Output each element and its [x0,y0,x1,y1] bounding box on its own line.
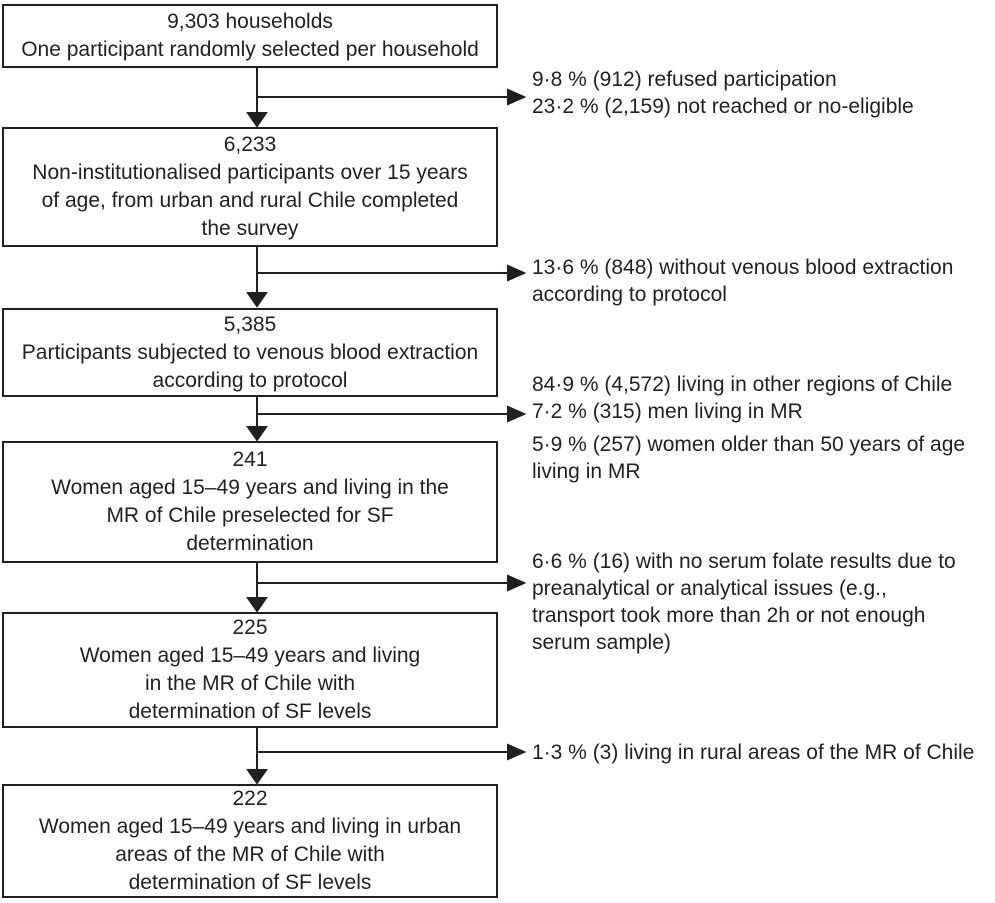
exclusion-note-no-blood-extraction: 13·6 % (848) without venous blood extrac… [532,254,994,308]
junction-1 [246,68,527,128]
down-arrowhead-icon [246,112,268,128]
note-line: serum sample) [532,631,671,654]
box-text-line: the survey [201,217,299,240]
exclusion-note-region-sex-age: 84·9 % (4,572) living in other regions o… [532,371,994,485]
note-line: 6·6 % (16) with no serum folate results … [532,550,956,573]
down-arrowhead-icon [246,426,268,442]
box-text-line: Non-institutionalised participants over … [32,161,468,184]
note-line: 13·6 % (848) without venous blood extrac… [532,256,954,279]
box-count: 241 [232,448,268,471]
down-arrowhead-icon [246,292,268,308]
down-arrowhead-icon [246,769,268,785]
note-line: 23·2 % (2,159) not reached or no-eligibl… [532,95,914,118]
flow-box-preselected-sf: 241 Women aged 15–49 years and living in… [2,441,498,563]
box-text-line: determination [186,532,314,555]
note-line: 5·9 % (257) women older than 50 years of… [532,433,966,456]
box-text-line: Participants subjected to venous blood e… [21,340,479,364]
box-text-line: One participant randomly selected per ho… [21,38,479,61]
box-count: 5,385 [223,312,277,336]
flow-box-urban-sf-determined: 222 Women aged 15–49 years and living in… [2,784,498,898]
box-count: 222 [232,787,268,810]
note-line: 9·8 % (912) refused participation [532,68,837,91]
flow-box-sf-determined: 225 Women aged 15–49 years and living in… [2,612,498,728]
box-text-line: Women aged 15–49 years and living in urb… [38,815,462,838]
box-count: 9,303 households [167,10,333,33]
junction-2 [246,247,527,308]
right-arrowhead-icon [507,405,527,423]
exclusion-note-rural: 1·3 % (3) living in rural areas of the M… [532,739,994,766]
down-arrowhead-icon [246,597,268,613]
exclusion-note-no-folate-results: 6·6 % (16) with no serum folate results … [532,548,994,656]
right-arrowhead-icon [507,574,527,592]
box-text-line: determination of SF levels [128,700,372,723]
junction-5 [246,728,527,785]
note-line: 7·2 % (315) men living in MR [532,400,803,423]
junction-4 [246,563,527,613]
right-arrowhead-icon [507,88,527,106]
box-text-line: MR of Chile preselected for SF [106,504,394,527]
note-line: transport took more than 2h or not enoug… [532,604,926,627]
note-line: 1·3 % (3) living in rural areas of the M… [532,741,975,764]
exclusion-note-refused: 9·8 % (912) refused participation 23·2 %… [532,66,994,120]
box-text-line: Women aged 15–49 years and living in the [51,476,449,499]
box-text-line: according to protocol [152,368,348,392]
right-arrowhead-icon [507,264,527,282]
flow-box-survey-completed: 6,233 Non-institutionalised participants… [2,127,498,247]
box-text-line: Women aged 15–49 years and living [79,644,421,667]
flow-box-blood-extraction: 5,385 Participants subjected to venous b… [2,308,498,397]
box-count: 6,233 [223,133,277,156]
flow-box-households: 9,303 households One participant randoml… [2,4,498,68]
box-text-line: of age, from urban and rural Chile compl… [41,189,459,212]
note-line: preanalytical or analytical issues (e.g.… [532,577,887,600]
note-line: living in MR [532,460,641,483]
box-text-line: in the MR of Chile with [144,672,356,695]
box-count: 225 [232,616,268,639]
note-line: 84·9 % (4,572) living in other regions o… [532,373,953,396]
right-arrowhead-icon [507,743,527,761]
box-text-line: determination of SF levels [128,871,372,894]
note-line: according to protocol [532,283,727,306]
box-text-line: areas of the MR of Chile with [115,843,385,866]
junction-3 [246,397,527,442]
